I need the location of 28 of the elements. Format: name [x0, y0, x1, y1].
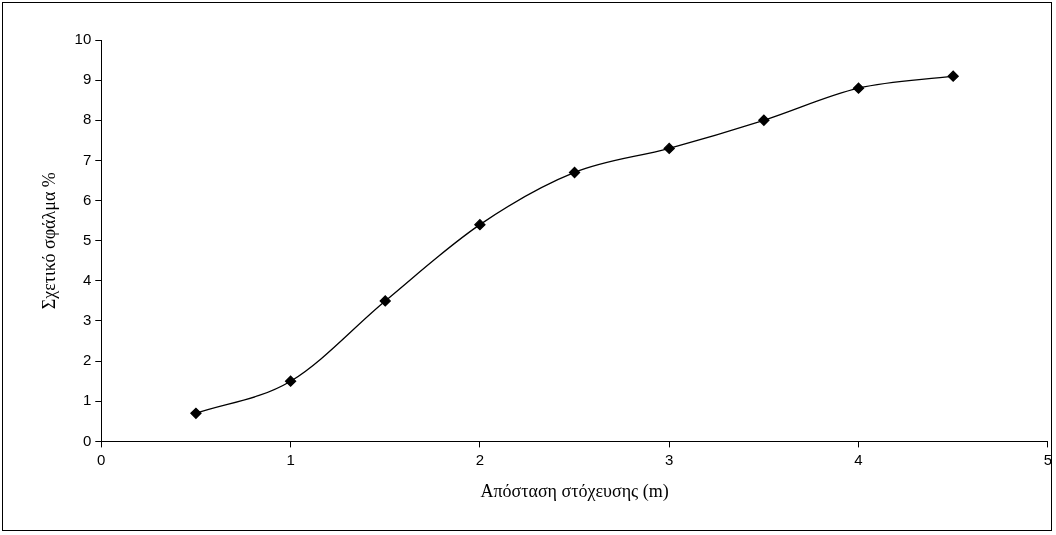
x-tick-label: 0 [97, 450, 106, 468]
x-axis-title: Απόσταση στόχευσης (m) [480, 480, 669, 502]
point [568, 166, 581, 179]
point [758, 114, 770, 126]
y-tick-label: 1 [82, 391, 92, 409]
point [474, 218, 486, 231]
x-tick-label: 3 [665, 450, 674, 468]
y-axis-title: Σχετικό σφάλμα % [38, 172, 59, 310]
y-tick-label: 2 [82, 351, 92, 369]
x-tick-label: 4 [854, 450, 863, 468]
y-tick-label: 8 [82, 110, 92, 128]
y-tick-label: 7 [82, 150, 92, 168]
x-tick-label: 5 [1043, 450, 1052, 468]
y-tick-label: 6 [82, 190, 92, 208]
y-tick-label: 0 [82, 431, 92, 449]
point [852, 82, 865, 94]
x-tick-label: 1 [286, 450, 295, 468]
point [190, 407, 202, 419]
point [284, 375, 297, 387]
y-tick-label: 9 [82, 70, 92, 88]
point [663, 142, 675, 155]
y-tick-label: 5 [82, 230, 92, 248]
y-tick-label: 3 [82, 311, 92, 329]
point [947, 70, 959, 82]
y-tick-label: 10 [74, 30, 92, 48]
y-tick-label: 4 [82, 270, 92, 288]
point [379, 295, 391, 307]
x-tick-label: 2 [475, 450, 485, 468]
